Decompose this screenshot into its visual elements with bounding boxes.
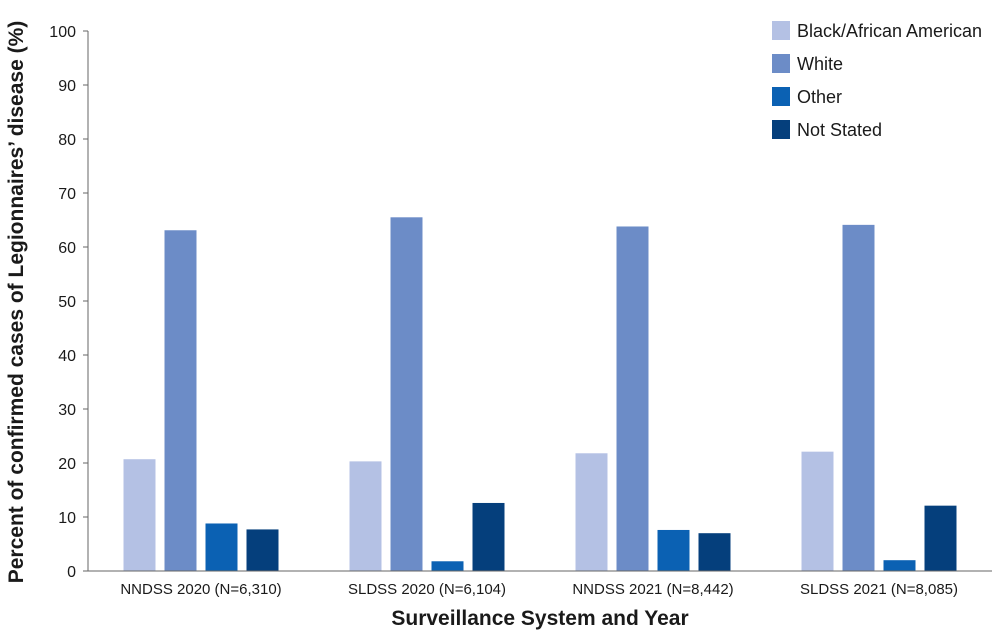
legend-label: Not Stated	[797, 120, 882, 140]
y-tick-label: 100	[49, 24, 76, 41]
bar	[575, 453, 608, 571]
y-axis-title: Percent of confirmed cases of Legionnair…	[5, 21, 28, 584]
y-tick-label: 90	[58, 78, 76, 95]
y-tick-label: 0	[67, 564, 76, 581]
y-tick-label: 30	[58, 402, 76, 419]
legend-label: Other	[797, 87, 842, 107]
y-tick-label: 80	[58, 132, 76, 149]
y-tick-label: 20	[58, 456, 76, 473]
bar	[431, 561, 464, 571]
y-tick-label: 50	[58, 294, 76, 311]
bar	[924, 505, 957, 571]
bar	[616, 226, 649, 572]
bar	[349, 461, 382, 571]
bars-group	[123, 217, 957, 572]
bar	[390, 217, 423, 572]
x-category-label: SLDSS 2020 (N=6,104)	[348, 581, 506, 598]
bar	[657, 529, 690, 571]
y-tick-label: 60	[58, 240, 76, 257]
bar	[123, 459, 156, 571]
x-category-label: NNDSS 2021 (N=8,442)	[572, 581, 733, 598]
y-tick-label: 10	[58, 510, 76, 527]
legend-label: White	[797, 54, 843, 74]
x-axis-title: Surveillance System and Year	[391, 607, 688, 630]
bar	[164, 230, 197, 571]
x-category-label: SLDSS 2021 (N=8,085)	[800, 581, 958, 598]
bar	[883, 560, 916, 571]
y-tick-label: 70	[58, 186, 76, 203]
bar	[698, 533, 731, 571]
x-category-label: NNDSS 2020 (N=6,310)	[120, 581, 281, 598]
legend: Black/African American White Other Not Stat…	[772, 21, 982, 140]
bar	[472, 502, 505, 571]
legend-swatch	[772, 21, 790, 40]
bar	[205, 523, 238, 571]
legend-swatch	[772, 54, 790, 73]
legend-swatch	[772, 87, 790, 106]
legend-swatch	[772, 120, 790, 139]
bar	[246, 529, 279, 571]
y-tick-label: 40	[58, 348, 76, 365]
x-axis-categories: NNDSS 2020 (N=6,310) SLDSS 2020 (N=6,104)…	[120, 581, 958, 598]
bar	[801, 451, 834, 571]
bar	[842, 224, 875, 572]
legend-label: Black/African American	[797, 21, 982, 41]
y-axis-ticks: 0 10 20 30 40 50 60 70 80 90 100	[49, 24, 88, 581]
